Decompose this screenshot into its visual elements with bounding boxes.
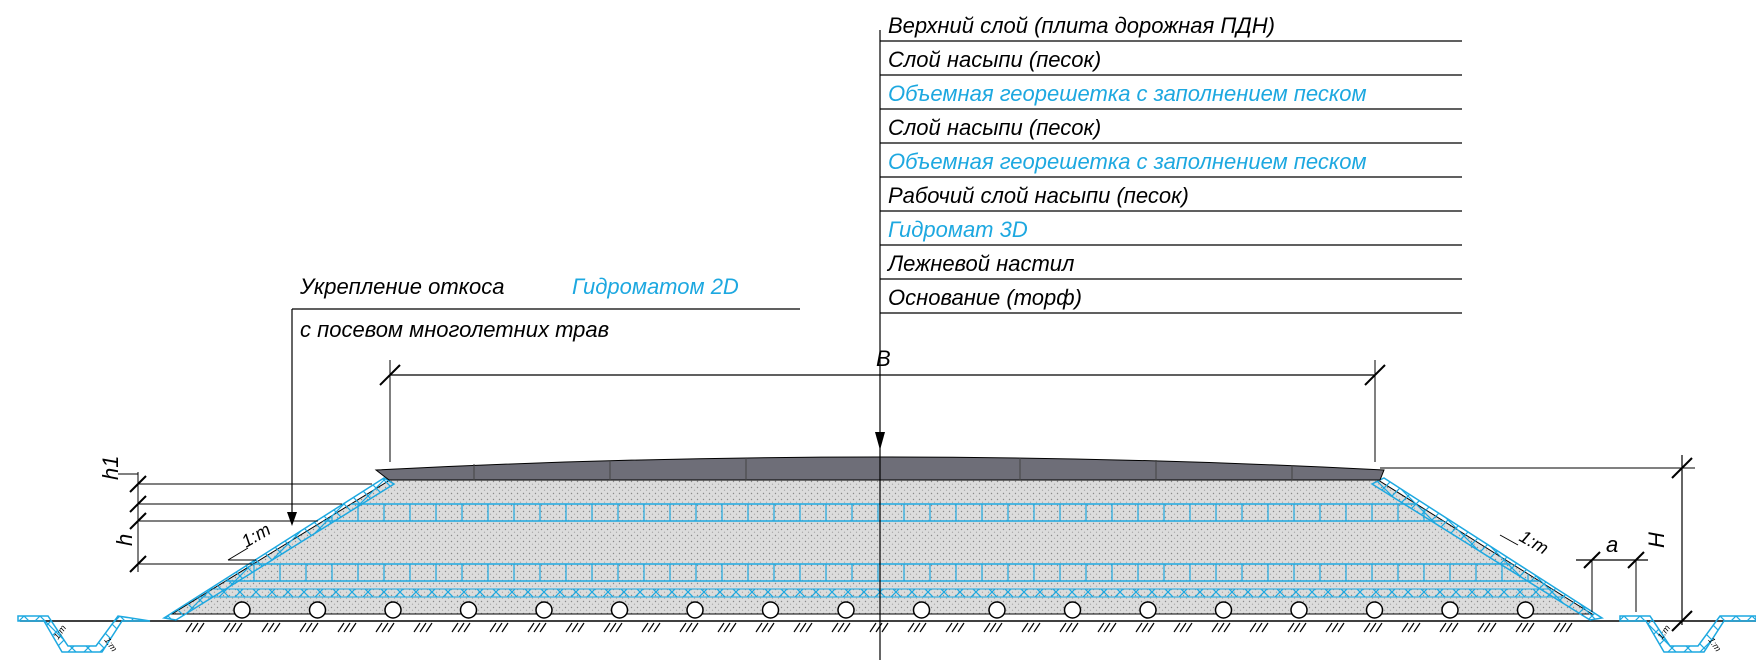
layer-label: Верхний слой (плита дорожная ПДН) — [888, 13, 1275, 38]
log — [912, 601, 931, 619]
log — [1365, 601, 1384, 619]
layer-label: Рабочий слой насыпи (песок) — [888, 183, 1189, 208]
log — [308, 601, 327, 619]
slope-note: Укрепление откоса Гидроматом 2D с посево… — [287, 274, 800, 526]
log — [1063, 601, 1082, 619]
dimension-layers-left — [118, 472, 372, 573]
log — [610, 601, 629, 619]
log — [1290, 601, 1308, 619]
slope-note-line2: с посевом многолетних трав — [300, 317, 609, 342]
log — [761, 601, 780, 619]
slope-label-right: 1:m — [1499, 526, 1552, 558]
log — [1139, 601, 1157, 619]
log — [233, 601, 251, 619]
log — [459, 601, 478, 619]
log — [837, 601, 855, 619]
dimension-layer-top-label: h1 — [98, 456, 123, 480]
log-mat — [233, 601, 1535, 619]
log — [384, 601, 402, 619]
svg-text:1:m: 1:m — [238, 519, 274, 551]
embankment-body — [170, 479, 1594, 619]
log — [535, 601, 553, 619]
ditch-slope-label-left-2: 1:m — [102, 635, 119, 653]
slope-protection-left — [161, 477, 396, 621]
dimension-layer-label: h — [112, 534, 137, 546]
hydromat-3d-band — [172, 588, 1592, 598]
layer-label: Слой насыпи (песок) — [888, 115, 1101, 140]
slope-note-line1-blue: Гидроматом 2D — [572, 274, 739, 299]
ground-hatch — [185, 622, 1573, 633]
dimension-height: H — [1380, 455, 1695, 632]
dimension-height-label: H — [1644, 532, 1669, 548]
layer-label: Основание (торф) — [888, 285, 1082, 310]
log — [686, 601, 704, 619]
dimension-width: B — [379, 346, 1386, 462]
layer-label: Слой насыпи (песок) — [888, 47, 1101, 72]
layer-label: Объемная георешетка с заполнением песком — [888, 149, 1367, 174]
dimension-berm-label: a — [1606, 532, 1618, 557]
log — [988, 601, 1006, 619]
layer-label: Объемная георешетка с заполнением песком — [888, 81, 1367, 106]
ditch-slope-label-right-2: 1:m — [1706, 635, 1723, 653]
dimension-width-label: B — [876, 346, 891, 371]
log — [1516, 601, 1535, 619]
dimension-berm: a — [1576, 532, 1648, 612]
slope-note-line1: Укрепление откоса — [299, 274, 505, 299]
log — [1214, 601, 1233, 619]
layer-label: Гидромат 3D — [888, 217, 1028, 242]
ditch-slope-label-right: 1:m — [1655, 623, 1672, 641]
svg-text:1:m: 1:m — [1516, 526, 1552, 558]
log — [1441, 601, 1459, 619]
layer-label: Лежневой настил — [886, 251, 1074, 276]
